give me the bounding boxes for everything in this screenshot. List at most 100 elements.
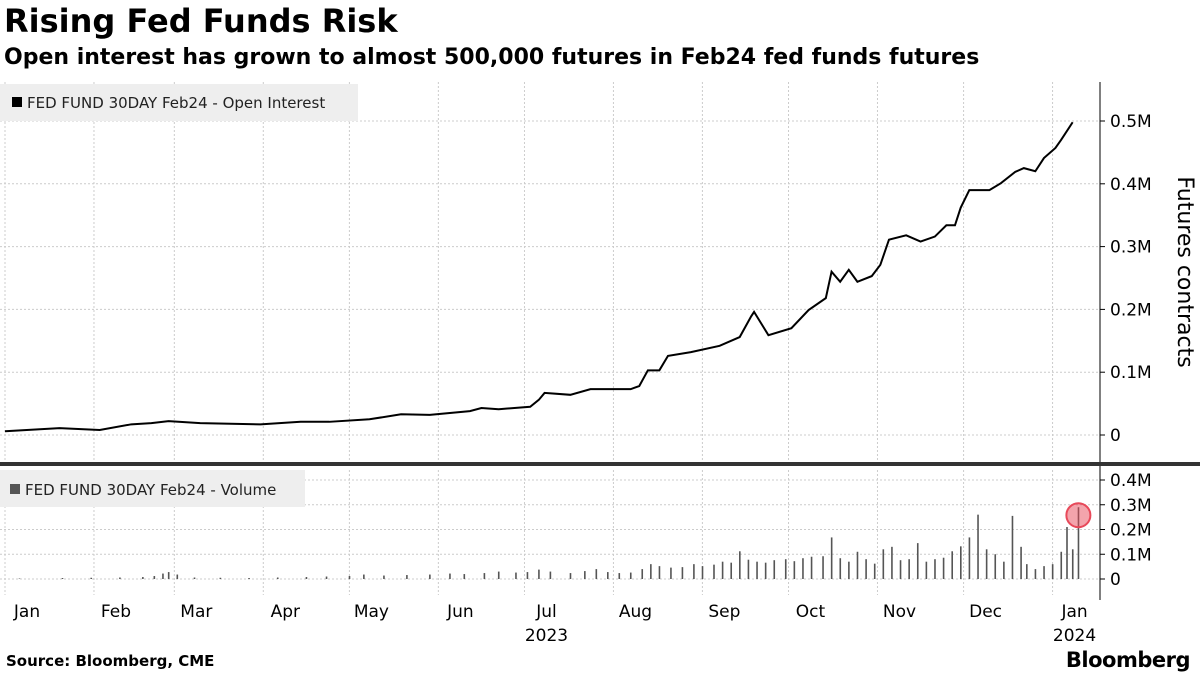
panel-divider bbox=[0, 462, 1200, 466]
volume-bar bbox=[193, 577, 196, 579]
volume-bar bbox=[1034, 569, 1037, 579]
volume-bar bbox=[153, 576, 156, 579]
volume-bar bbox=[756, 561, 758, 579]
x-tick-label: Mar bbox=[180, 602, 212, 622]
volume-bar bbox=[1011, 515, 1014, 579]
volume-bar bbox=[650, 564, 652, 579]
volume-bar bbox=[764, 562, 767, 579]
volume-bar bbox=[1003, 561, 1005, 579]
volume-bar bbox=[1060, 551, 1063, 579]
volume-bar bbox=[985, 549, 988, 579]
volume-bar bbox=[595, 569, 598, 579]
x-tick-label: Jul bbox=[535, 602, 557, 622]
volume-bar bbox=[383, 575, 385, 579]
volume-bar bbox=[569, 573, 572, 579]
volume-bar bbox=[429, 574, 431, 579]
volume-bar bbox=[830, 537, 833, 579]
volume-bar bbox=[363, 574, 365, 579]
volume-bar bbox=[802, 558, 804, 579]
volume-bar bbox=[607, 572, 609, 579]
volume-bar bbox=[584, 571, 586, 579]
volume-bar bbox=[730, 562, 733, 579]
volume-bar bbox=[629, 572, 632, 579]
volume-bar bbox=[1051, 564, 1054, 579]
volume-bar bbox=[882, 549, 885, 579]
volume-bar bbox=[891, 546, 893, 579]
x-tick-label: Feb bbox=[101, 602, 131, 622]
volume-bar bbox=[747, 559, 750, 579]
volume-bar bbox=[515, 572, 517, 579]
volume-bar bbox=[142, 577, 144, 579]
x-tick-label: Aug bbox=[619, 602, 652, 622]
volume-bar bbox=[406, 575, 408, 579]
volume-bar bbox=[658, 566, 661, 579]
volume-bar bbox=[822, 556, 824, 579]
volume-bar bbox=[305, 577, 308, 579]
volume-bar bbox=[1043, 566, 1045, 579]
volume-bar bbox=[162, 573, 164, 579]
volume-bar bbox=[90, 577, 92, 579]
volume-bar bbox=[325, 576, 328, 579]
x-tick-label: Jan bbox=[1060, 602, 1087, 622]
volume-bar bbox=[1071, 549, 1074, 579]
legend-swatch bbox=[10, 484, 20, 494]
volume-bar bbox=[908, 559, 910, 579]
legend-label: FED FUND 30DAY Feb24 - Open Interest bbox=[27, 94, 325, 112]
volume-bar bbox=[951, 551, 953, 579]
bloomberg-logo: Bloomberg bbox=[1065, 648, 1191, 672]
volume-bar bbox=[167, 572, 170, 579]
x-tick-label: May bbox=[354, 602, 389, 622]
volume-bar bbox=[693, 564, 695, 579]
chart-subtitle: Open interest has grown to almost 500,00… bbox=[4, 45, 980, 70]
y-tick-label: 0.2M bbox=[1110, 300, 1152, 320]
volume-bar bbox=[119, 577, 121, 579]
y-tick-label: 0.3M bbox=[1110, 238, 1152, 258]
source-note: Source: Bloomberg, CME bbox=[6, 652, 215, 670]
volume-bar bbox=[934, 559, 936, 579]
legend-box bbox=[0, 84, 358, 121]
volume-bar bbox=[248, 578, 250, 579]
volume-bar bbox=[773, 560, 776, 579]
volume-bar bbox=[538, 569, 540, 579]
y-tick-label: 0.4M bbox=[1110, 175, 1152, 195]
x-tick-label: Apr bbox=[271, 602, 300, 622]
volume-bar bbox=[641, 569, 644, 579]
volume-bar bbox=[839, 558, 842, 579]
volume-bar bbox=[793, 561, 796, 579]
y-tick-label: 0.1M bbox=[1110, 363, 1152, 383]
volume-bar bbox=[856, 551, 859, 579]
volume-bar bbox=[713, 564, 715, 579]
volume-bar bbox=[526, 572, 529, 579]
volume-bar bbox=[61, 578, 64, 579]
volume-bar bbox=[549, 571, 552, 579]
x-tick-label: Jan bbox=[13, 602, 40, 622]
y-tick-label: 0.1M bbox=[1110, 545, 1152, 565]
volume-bar bbox=[1026, 564, 1028, 579]
chart-title: Rising Fed Funds Risk bbox=[4, 2, 398, 40]
volume-bar bbox=[873, 563, 876, 579]
volume-bar bbox=[348, 576, 351, 579]
volume-bar bbox=[784, 559, 787, 579]
x-tick-label: Jun bbox=[446, 602, 474, 622]
volume-bar bbox=[968, 537, 971, 579]
volume-bar bbox=[994, 554, 997, 579]
y-tick-label: 0.2M bbox=[1110, 521, 1152, 541]
volume-bar bbox=[483, 573, 486, 579]
legend-box bbox=[0, 470, 305, 507]
y-tick-label: 0 bbox=[1110, 426, 1121, 446]
x-year-label: 2023 bbox=[525, 626, 568, 646]
x-tick-label: Dec bbox=[969, 602, 1002, 622]
volume-bar bbox=[463, 574, 466, 579]
volume-bar bbox=[960, 546, 962, 579]
volume-bar bbox=[739, 551, 741, 579]
open-interest-line bbox=[4, 121, 1074, 433]
x-tick-label: Sep bbox=[708, 602, 740, 622]
legend-label: FED FUND 30DAY Feb24 - Volume bbox=[25, 481, 276, 499]
volume-bar bbox=[701, 566, 704, 579]
x-tick-label: Nov bbox=[883, 602, 916, 622]
volume-bar bbox=[899, 560, 902, 579]
x-tick-label: Oct bbox=[796, 602, 826, 622]
y-axis-label: Futures contracts bbox=[1172, 176, 1197, 367]
volume-bar bbox=[848, 561, 850, 579]
